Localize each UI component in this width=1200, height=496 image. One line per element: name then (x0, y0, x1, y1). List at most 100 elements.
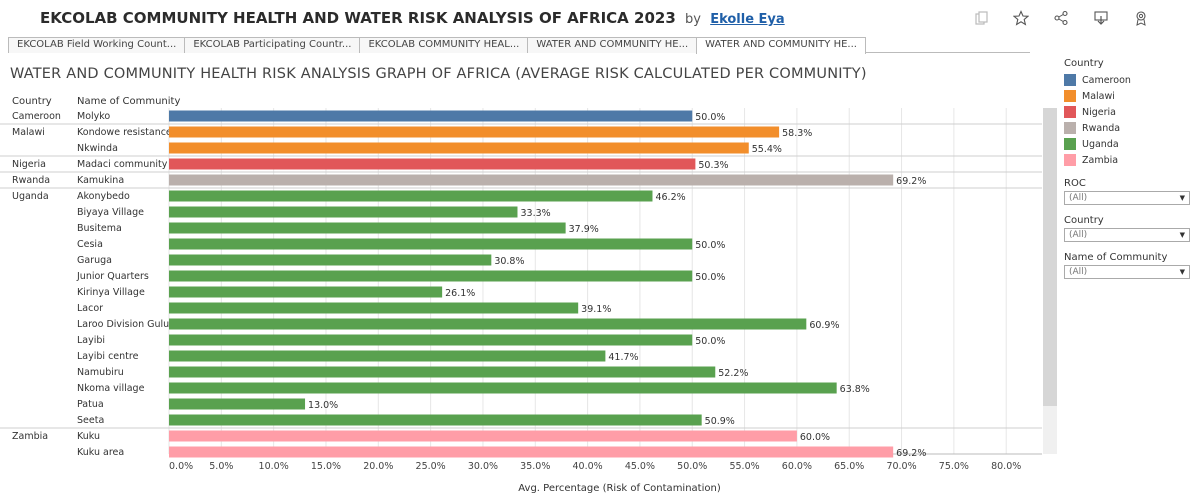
sheet-tabs: EKCOLAB Field Working Count... EKCOLAB Pa… (8, 37, 1030, 54)
community-column-header[interactable]: Name of Community (77, 96, 181, 107)
bar (169, 286, 443, 298)
x-tick-label: 70.0% (886, 461, 916, 472)
country-column-header: Country (12, 96, 52, 107)
chevron-down-icon: ▼ (1179, 268, 1185, 276)
legend-swatch (1064, 90, 1076, 102)
copy-icon[interactable] (972, 9, 990, 27)
data-label: 60.9% (809, 320, 839, 331)
filter-dropdown[interactable]: (All) ▼ (1064, 265, 1190, 279)
data-label: 13.0% (308, 400, 338, 411)
legend-title: Country (1064, 58, 1104, 69)
x-tick-label: 35.0% (520, 461, 550, 472)
share-icon[interactable] (1052, 9, 1070, 27)
table-row: Zambia Kuku 60.0% (0, 427, 1042, 443)
community-label: Biyaya Village (77, 207, 144, 218)
legend-item-malawi[interactable]: Malawi (1064, 88, 1194, 104)
bar (169, 350, 606, 362)
data-label: 50.0% (695, 336, 725, 347)
tab-4[interactable]: WATER AND COMMUNITY HE... (527, 37, 698, 53)
favorite-star-icon[interactable] (1012, 9, 1030, 27)
sheet-title: WATER AND COMMUNITY HEALTH RISK ANALYSIS… (10, 66, 867, 82)
legend-items: Cameroon Malawi Nigeria Rwanda Uganda Zambia (1064, 72, 1194, 168)
tab-5[interactable]: WATER AND COMMUNITY HE... (696, 37, 866, 54)
legend-label: Uganda (1082, 138, 1119, 150)
legend-item-nigeria[interactable]: Nigeria (1064, 104, 1194, 120)
data-label: 46.2% (655, 192, 685, 203)
chevron-down-icon: ▼ (1179, 194, 1185, 202)
x-tick-label: 10.0% (259, 461, 289, 472)
data-label: 26.1% (445, 288, 475, 299)
table-row: Lacor 39.1% (77, 302, 611, 315)
viz-title: EKCOLAB COMMUNITY HEALTH AND WATER RISK … (40, 9, 785, 27)
data-label: 52.2% (718, 368, 748, 379)
legend-item-zambia[interactable]: Zambia (1064, 152, 1194, 168)
viz-title-text: EKCOLAB COMMUNITY HEALTH AND WATER RISK … (40, 9, 676, 27)
bar (169, 126, 780, 138)
table-row: Patua 13.0% (77, 398, 338, 411)
filter-roc: ROC (All) ▼ (1064, 178, 1194, 205)
legend-label: Cameroon (1082, 74, 1131, 86)
data-label: 60.0% (800, 432, 830, 443)
filter-dropdown[interactable]: (All) ▼ (1064, 228, 1190, 242)
bar (169, 254, 492, 266)
data-label: 33.3% (520, 208, 550, 219)
legend-label: Rwanda (1082, 122, 1121, 134)
legend-item-cameroon[interactable]: Cameroon (1064, 72, 1194, 88)
tab-3[interactable]: EKCOLAB COMMUNITY HEAL... (359, 37, 529, 53)
table-row: Nkoma village 63.8% (77, 382, 870, 395)
table-row: Kirinya Village 26.1% (77, 286, 475, 299)
data-label: 50.9% (705, 416, 735, 427)
table-row: Garuga 30.8% (77, 254, 525, 267)
legend-swatch (1064, 138, 1076, 150)
table-row: Namubiru 52.2% (77, 366, 748, 379)
top-bar: EKCOLAB COMMUNITY HEALTH AND WATER RISK … (0, 0, 1200, 36)
bar (169, 366, 716, 378)
data-label: 39.1% (581, 304, 611, 315)
table-row: Rwanda Kamukina 69.2% (0, 171, 1042, 187)
bar (169, 270, 693, 282)
community-label: Cesia (77, 239, 103, 250)
x-tick-label: 55.0% (729, 461, 759, 472)
data-label: 69.2% (896, 448, 926, 459)
community-label: Madaci community (77, 159, 168, 170)
filter-name-of-community: Name of Community (All) ▼ (1064, 252, 1194, 279)
bar (169, 334, 693, 346)
viz-by: by (685, 12, 701, 27)
x-tick-label: 15.0% (311, 461, 341, 472)
bar (169, 382, 837, 394)
filter-dropdown[interactable]: (All) ▼ (1064, 191, 1190, 205)
community-label: Patua (77, 399, 104, 410)
community-label: Kondowe resistance (77, 127, 172, 138)
legend-panel: Country Cameroon Malawi Nigeria Rwanda Ugand… (1064, 58, 1194, 279)
x-tick-label: 40.0% (573, 461, 603, 472)
table-row: Layibi centre 41.7% (77, 350, 639, 363)
chart-scrollbar-thumb[interactable] (1043, 108, 1057, 406)
download-icon[interactable] (1092, 9, 1110, 27)
bar-chart: Cameroon Molyko 50.0% Malawi Kondowe resista… (0, 108, 1042, 494)
chevron-down-icon: ▼ (1179, 231, 1185, 239)
legend-item-rwanda[interactable]: Rwanda (1064, 120, 1194, 136)
x-tick-label: 80.0% (991, 461, 1021, 472)
community-label: Layibi centre (77, 351, 139, 362)
x-tick-label: 5.0% (209, 461, 233, 472)
country-label: Rwanda (12, 175, 50, 186)
tab-2[interactable]: EKCOLAB Participating Countr... (184, 37, 361, 53)
community-label: Laroo Division Gulu (77, 319, 169, 330)
top-icons (972, 9, 1150, 27)
legend-item-uganda[interactable]: Uganda (1064, 136, 1194, 152)
profile-badge-icon[interactable] (1132, 9, 1150, 27)
tab-1[interactable]: EKCOLAB Field Working Count... (8, 37, 186, 53)
author-link[interactable]: Ekolle Eya (710, 12, 785, 27)
chart-scrollbar-track[interactable] (1043, 406, 1057, 454)
bar (169, 398, 306, 410)
bar (169, 302, 579, 314)
community-label: Kuku area (77, 447, 124, 458)
community-label: Layibi (77, 335, 105, 346)
x-axis-title: Avg. Percentage (Risk of Contamination) (518, 483, 721, 494)
filter-label: Name of Community (1064, 252, 1168, 263)
filter-label: Country (1064, 215, 1104, 226)
community-label: Busitema (77, 223, 122, 234)
community-label: Kamukina (77, 175, 124, 186)
bar (169, 174, 894, 186)
community-label: Kuku (77, 431, 100, 442)
